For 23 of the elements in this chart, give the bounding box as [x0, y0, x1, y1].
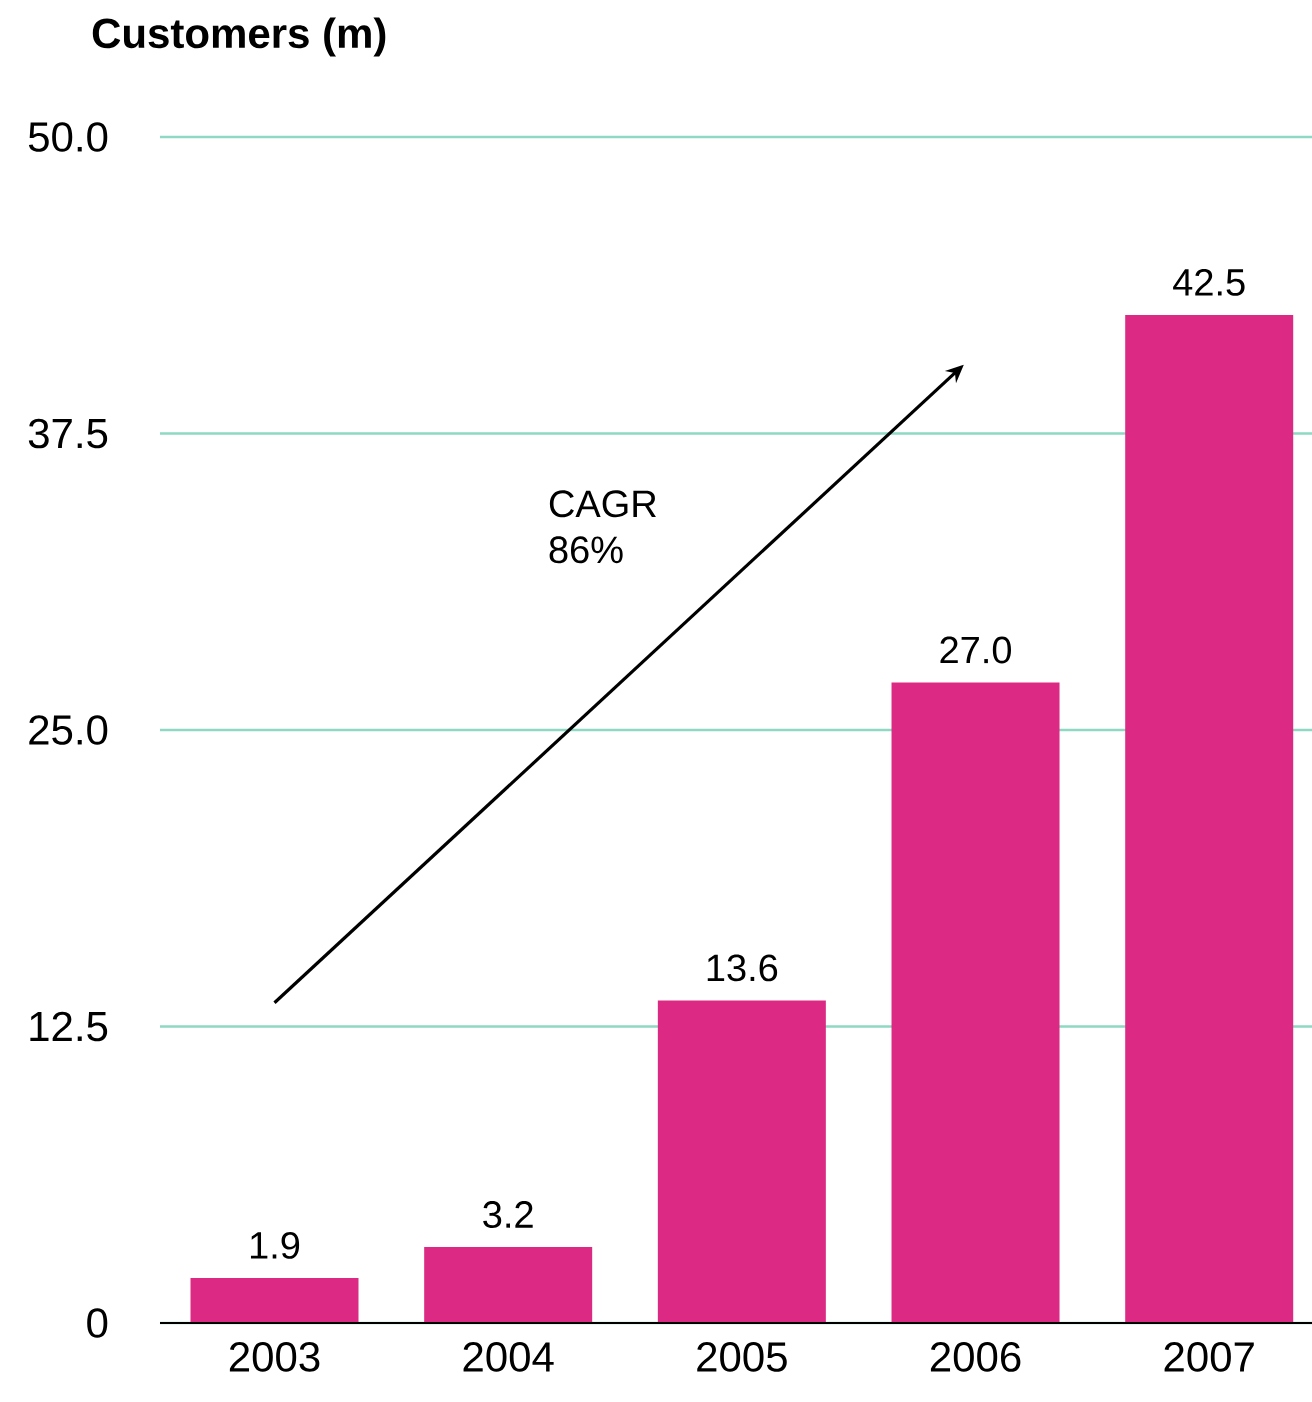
bar [657, 1000, 826, 1323]
y-tick-label: 25.0 [29, 715, 108, 745]
data-label: 1.9 [250, 1231, 300, 1259]
annotation: 86% [549, 536, 623, 564]
y-tick-label: 37.5 [28, 418, 108, 449]
bar [190, 1277, 359, 1323]
bar [891, 682, 1060, 1323]
bar [1125, 314, 1294, 1323]
annotation: CAGR [549, 490, 656, 518]
x-tick-label: 2004 [463, 1342, 554, 1372]
data-label: 42.5 [1173, 268, 1245, 296]
x-tick-label: 2006 [930, 1342, 1021, 1372]
data-label: 3.2 [483, 1201, 533, 1229]
data-label: 27.0 [940, 636, 1011, 664]
x-tick-label: 2003 [229, 1342, 320, 1372]
y-tick-label: 12.5 [30, 1011, 108, 1042]
bar [424, 1247, 593, 1323]
y-tick-label: 50.0 [28, 122, 108, 152]
data-label: 13.6 [707, 954, 778, 982]
x-tick-label: 2005 [697, 1342, 787, 1372]
y-tick-label: 0 [87, 1308, 108, 1338]
y-axis-title: Customers (m) [92, 17, 386, 57]
x-tick-label: 2007 [1164, 1342, 1254, 1372]
